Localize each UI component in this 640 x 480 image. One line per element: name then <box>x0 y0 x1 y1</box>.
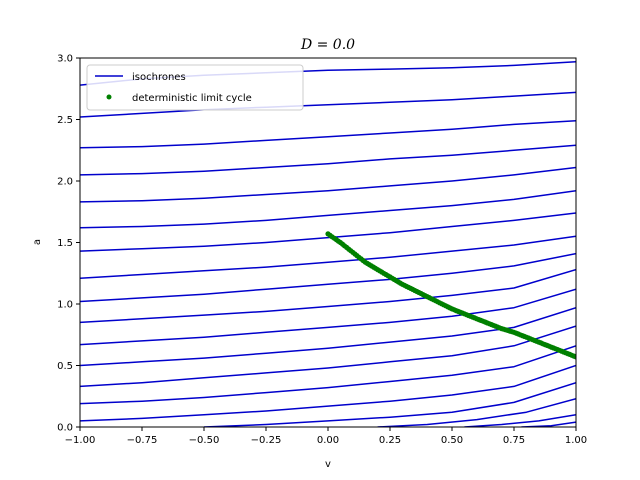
isochrone-line-11 <box>80 288 576 346</box>
isochrone-line-4 <box>80 144 576 176</box>
legend-limit-cycle-swatch <box>106 94 112 100</box>
y-tick-label: 0.0 <box>57 423 73 434</box>
y-tick-label: 2.5 <box>57 115 73 126</box>
y-tick-label: 1.0 <box>57 300 73 311</box>
isochrone-line-16 <box>203 381 576 427</box>
y-axis-label: a <box>32 239 43 245</box>
plot-area <box>80 60 576 427</box>
x-axis-label: v <box>325 459 331 470</box>
isochrone-line-5 <box>80 166 576 203</box>
isochrone-line-14 <box>80 345 576 405</box>
y-tick-label: 2.0 <box>57 177 73 188</box>
isochrone-line-7 <box>80 212 576 252</box>
isochrone-line-18 <box>464 413 576 427</box>
x-tick-label: 0.25 <box>379 435 401 446</box>
x-tick-label: 0.75 <box>503 435 525 446</box>
isochrone-line-12 <box>80 306 576 367</box>
y-tick-label: 0.5 <box>57 361 73 372</box>
limit-cycle-series <box>325 231 576 360</box>
legend-limit-cycle-label: deterministic limit cycle <box>132 93 252 104</box>
legend: isochrones deterministic limit cycle <box>86 64 304 111</box>
isochrone-line-8 <box>80 235 576 279</box>
axes: −1.00 −0.75 −0.50 −0.25 0.00 0.25 0.50 0.75 1.00… <box>57 54 587 447</box>
legend-isochrones-label: isochrones <box>132 72 186 83</box>
isochrone-line-17 <box>377 397 576 427</box>
isochrone-line-13 <box>80 325 576 388</box>
isochrone-line-2 <box>80 91 576 118</box>
isochrone-line-6 <box>80 190 576 229</box>
legend-box <box>86 64 304 111</box>
x-tick-label: 0.50 <box>441 435 463 446</box>
chart-title: D = 0.0 <box>300 37 355 53</box>
isochrone-line-10 <box>80 268 576 324</box>
isochrone-line-9 <box>80 252 576 303</box>
limit-cycle-point <box>573 354 576 360</box>
x-tick-label: −1.00 <box>65 435 96 446</box>
y-tick-label: 3.0 <box>57 54 73 65</box>
x-tick-label: −0.25 <box>251 435 282 446</box>
y-tick-label: 1.5 <box>57 238 73 249</box>
x-tick-label: −0.75 <box>127 435 158 446</box>
isochrone-line-15 <box>80 364 576 422</box>
isochrone-line-3 <box>80 119 576 149</box>
x-tick-label: 0.00 <box>317 435 339 446</box>
x-tick-label: −0.50 <box>189 435 220 446</box>
x-tick-label: 1.00 <box>565 435 587 446</box>
